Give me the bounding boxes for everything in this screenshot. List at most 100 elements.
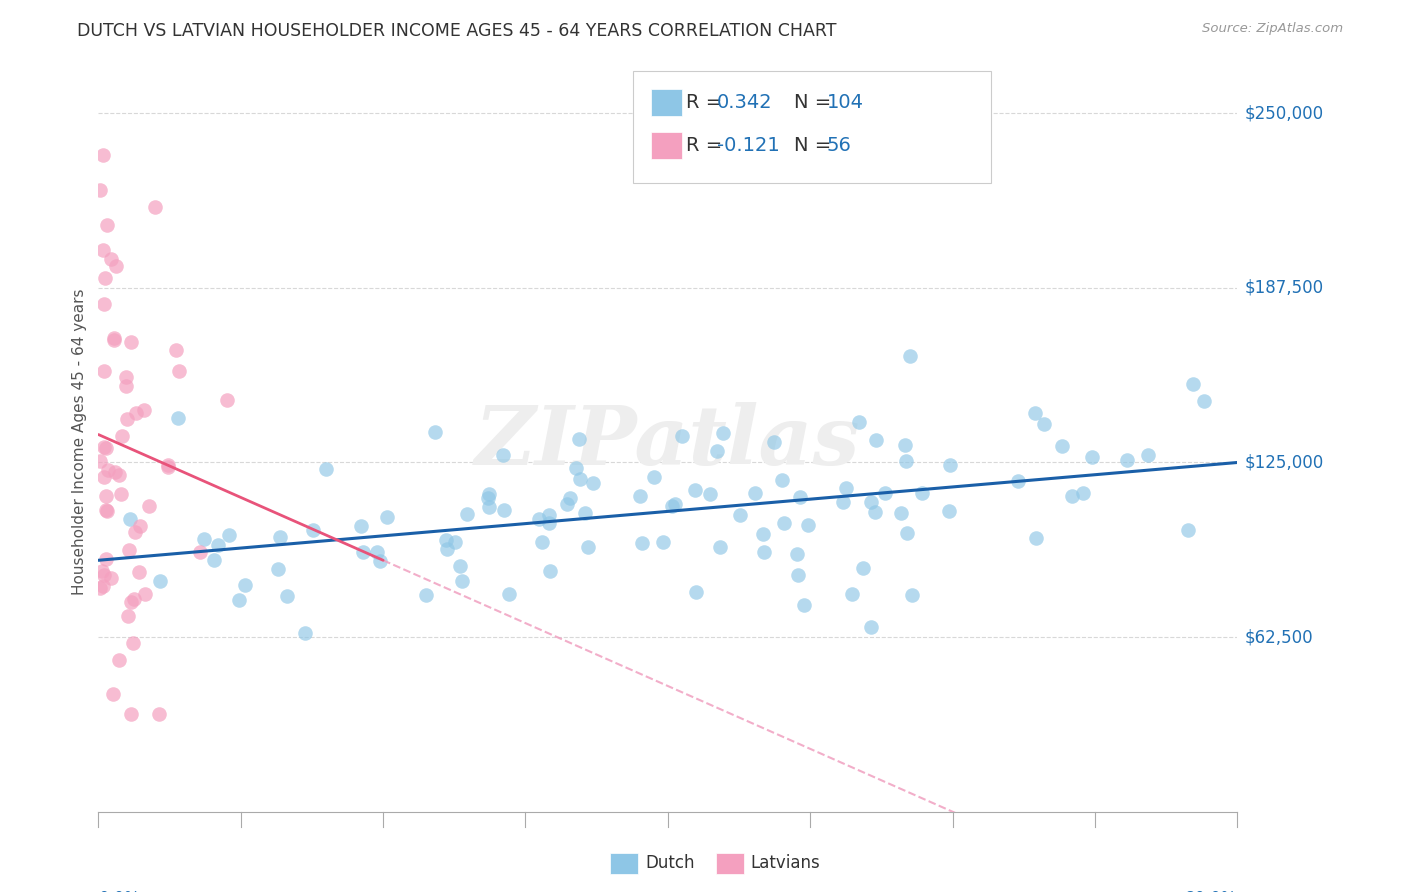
Point [167,363,190,377]
Point [865,434,887,448]
Point [96,218,118,232]
Point [451,574,474,588]
Text: N =: N = [794,93,838,112]
Point [582,475,605,490]
Point [444,535,467,549]
Point [1136,448,1159,462]
Point [537,516,560,531]
Point [103,331,125,345]
Point [267,562,290,576]
Point [531,534,554,549]
Point [91,564,114,578]
Point [294,626,316,640]
Point [301,523,323,537]
Point [744,485,766,500]
Point [477,491,499,506]
Point [576,540,599,554]
Point [568,432,591,446]
Text: -0.121: -0.121 [717,136,780,155]
Point [631,536,654,550]
Point [375,510,398,524]
Point [128,565,150,579]
Point [134,587,156,601]
Point [94,489,117,503]
Point [565,461,588,475]
Point [896,525,918,540]
Point [315,462,337,476]
Point [939,458,962,472]
Point [115,370,138,384]
Point [492,448,515,462]
Point [228,592,250,607]
Point [207,538,229,552]
Point [786,547,808,561]
Point [96,442,118,456]
Point [478,487,501,501]
Point [557,498,579,512]
Point [93,364,115,378]
Text: Source: ZipAtlas.com: Source: ZipAtlas.com [1202,22,1343,36]
Point [122,591,145,606]
Text: 104: 104 [827,93,863,112]
Text: DUTCH VS LATVIAN HOUSEHOLDER INCOME AGES 45 - 64 YEARS CORRELATION CHART: DUTCH VS LATVIAN HOUSEHOLDER INCOME AGES… [77,22,837,40]
Point [527,512,550,526]
Point [94,552,117,566]
Point [89,581,111,595]
Point [859,620,882,634]
Point [104,259,127,273]
Point [1115,452,1137,467]
Text: $187,500: $187,500 [1244,279,1323,297]
Point [569,472,592,486]
Point [671,429,693,443]
Point [93,297,115,311]
Point [1081,450,1104,465]
Point [143,200,166,214]
Point [494,502,516,516]
Text: N =: N = [794,136,838,155]
Point [773,516,796,530]
Point [848,415,870,429]
Point [100,571,122,585]
Text: $125,000: $125,000 [1244,453,1323,472]
Point [350,519,373,533]
Point [898,349,921,363]
Y-axis label: Householder Income Ages 45 - 64 years: Householder Income Ages 45 - 64 years [72,288,87,595]
Point [894,453,917,467]
Point [574,506,596,520]
Point [709,540,731,554]
Point [276,589,298,603]
Point [124,524,146,539]
Point [101,687,124,701]
Point [352,545,374,559]
Point [910,486,932,500]
Text: R =: R = [686,93,728,112]
Point [661,499,683,513]
Point [156,460,179,475]
Point [456,507,478,521]
Point [120,512,142,526]
Point [423,425,446,439]
Point [875,486,897,500]
Point [94,503,117,517]
Point [1181,377,1204,392]
Point [1192,394,1215,409]
Point [103,333,125,347]
Point [188,545,211,559]
Point [193,532,215,546]
Point [835,481,858,495]
Text: 0.0%: 0.0% [98,890,141,892]
Point [478,500,501,514]
Point [91,243,114,257]
Point [120,595,142,609]
Point [233,578,256,592]
Point [797,517,820,532]
Point [852,560,875,574]
Point [104,466,127,480]
Text: 80.0%: 80.0% [1185,890,1237,892]
Point [1062,489,1084,503]
Point [1032,417,1054,431]
Point [122,636,145,650]
Point [128,519,150,533]
Point [628,489,651,503]
Point [664,497,686,511]
